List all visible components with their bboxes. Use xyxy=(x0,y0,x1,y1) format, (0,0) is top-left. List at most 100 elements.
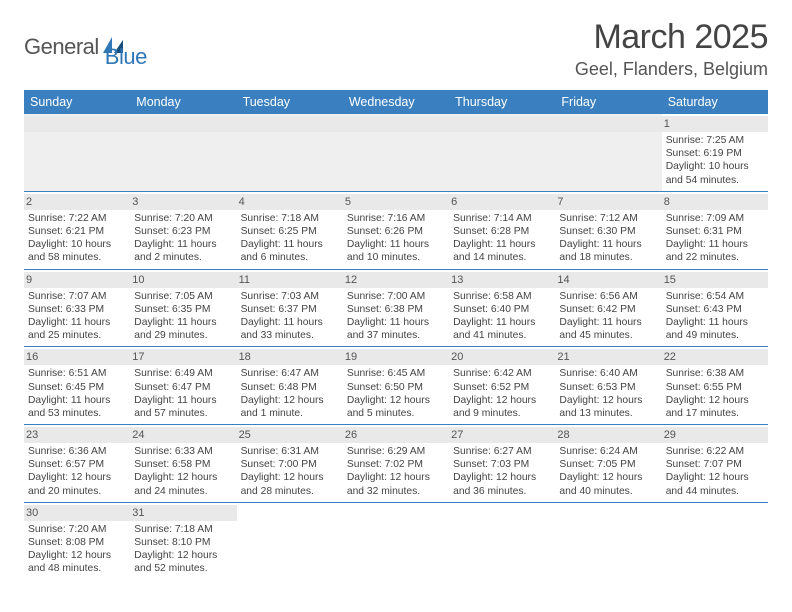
calendar-cell xyxy=(662,502,768,579)
sunset-line: Sunset: 6:26 PM xyxy=(347,225,445,238)
daylight-line: Daylight: 11 hours and 6 minutes. xyxy=(241,238,339,264)
calendar-cell: 18Sunrise: 6:47 AMSunset: 6:48 PMDayligh… xyxy=(237,347,343,425)
day-header-row: SundayMondayTuesdayWednesdayThursdayFrid… xyxy=(24,90,768,114)
calendar-cell: 11Sunrise: 7:03 AMSunset: 6:37 PMDayligh… xyxy=(237,269,343,347)
calendar-cell xyxy=(449,114,555,191)
day-number: 8 xyxy=(662,194,768,210)
calendar-cell xyxy=(449,502,555,579)
sunset-line: Sunset: 6:37 PM xyxy=(241,303,339,316)
calendar-cell xyxy=(237,114,343,191)
calendar-cell: 27Sunrise: 6:27 AMSunset: 7:03 PMDayligh… xyxy=(449,425,555,503)
sunset-line: Sunset: 6:35 PM xyxy=(134,303,232,316)
daylight-line: Daylight: 11 hours and 49 minutes. xyxy=(666,316,764,342)
sunrise-line: Sunrise: 7:20 AM xyxy=(134,212,232,225)
day-number: 7 xyxy=(555,194,661,210)
sunset-line: Sunset: 6:33 PM xyxy=(28,303,126,316)
calendar-row: 30Sunrise: 7:20 AMSunset: 8:08 PMDayligh… xyxy=(24,502,768,579)
day-number: 29 xyxy=(662,427,768,443)
day-number: 11 xyxy=(237,272,343,288)
calendar-cell: 2Sunrise: 7:22 AMSunset: 6:21 PMDaylight… xyxy=(24,191,130,269)
daylight-line: Daylight: 11 hours and 57 minutes. xyxy=(134,394,232,420)
day-number: 31 xyxy=(130,505,236,521)
sunrise-line: Sunrise: 7:00 AM xyxy=(347,290,445,303)
calendar-cell: 5Sunrise: 7:16 AMSunset: 6:26 PMDaylight… xyxy=(343,191,449,269)
day-header: Saturday xyxy=(662,90,768,114)
daylight-line: Daylight: 11 hours and 22 minutes. xyxy=(666,238,764,264)
daylight-line: Daylight: 12 hours and 44 minutes. xyxy=(666,471,764,497)
logo-text-blue: Blue xyxy=(105,44,147,69)
sunrise-line: Sunrise: 6:51 AM xyxy=(28,367,126,380)
sunset-line: Sunset: 6:43 PM xyxy=(666,303,764,316)
daylight-line: Daylight: 12 hours and 20 minutes. xyxy=(28,471,126,497)
calendar-cell: 9Sunrise: 7:07 AMSunset: 6:33 PMDaylight… xyxy=(24,269,130,347)
sunrise-line: Sunrise: 6:36 AM xyxy=(28,445,126,458)
sunset-line: Sunset: 6:23 PM xyxy=(134,225,232,238)
day-header: Sunday xyxy=(24,90,130,114)
daylight-line: Daylight: 12 hours and 13 minutes. xyxy=(559,394,657,420)
daylight-line: Daylight: 11 hours and 2 minutes. xyxy=(134,238,232,264)
daylight-line: Daylight: 11 hours and 10 minutes. xyxy=(347,238,445,264)
calendar-cell: 31Sunrise: 7:18 AMSunset: 8:10 PMDayligh… xyxy=(130,502,236,579)
day-number: 14 xyxy=(555,272,661,288)
day-number: 22 xyxy=(662,349,768,365)
sunrise-line: Sunrise: 7:20 AM xyxy=(28,523,126,536)
logo-text-general: General xyxy=(24,34,99,60)
calendar-row: 9Sunrise: 7:07 AMSunset: 6:33 PMDaylight… xyxy=(24,269,768,347)
sunrise-line: Sunrise: 7:12 AM xyxy=(559,212,657,225)
sunset-line: Sunset: 6:52 PM xyxy=(453,381,551,394)
day-number: 27 xyxy=(449,427,555,443)
sunrise-line: Sunrise: 6:38 AM xyxy=(666,367,764,380)
daylight-line: Daylight: 12 hours and 36 minutes. xyxy=(453,471,551,497)
sunset-line: Sunset: 6:42 PM xyxy=(559,303,657,316)
calendar-cell: 26Sunrise: 6:29 AMSunset: 7:02 PMDayligh… xyxy=(343,425,449,503)
calendar-cell: 13Sunrise: 6:58 AMSunset: 6:40 PMDayligh… xyxy=(449,269,555,347)
daylight-line: Daylight: 12 hours and 28 minutes. xyxy=(241,471,339,497)
calendar-cell: 8Sunrise: 7:09 AMSunset: 6:31 PMDaylight… xyxy=(662,191,768,269)
daylight-line: Daylight: 10 hours and 54 minutes. xyxy=(666,160,764,186)
calendar-cell: 22Sunrise: 6:38 AMSunset: 6:55 PMDayligh… xyxy=(662,347,768,425)
location: Geel, Flanders, Belgium xyxy=(575,59,768,80)
sunset-line: Sunset: 6:58 PM xyxy=(134,458,232,471)
calendar-cell xyxy=(555,114,661,191)
daylight-line: Daylight: 11 hours and 14 minutes. xyxy=(453,238,551,264)
calendar-cell: 29Sunrise: 6:22 AMSunset: 7:07 PMDayligh… xyxy=(662,425,768,503)
day-number: 25 xyxy=(237,427,343,443)
day-number: 6 xyxy=(449,194,555,210)
sunrise-line: Sunrise: 6:33 AM xyxy=(134,445,232,458)
sunset-line: Sunset: 6:28 PM xyxy=(453,225,551,238)
day-number: 9 xyxy=(24,272,130,288)
calendar-cell: 14Sunrise: 6:56 AMSunset: 6:42 PMDayligh… xyxy=(555,269,661,347)
daylight-line: Daylight: 11 hours and 45 minutes. xyxy=(559,316,657,342)
sunrise-line: Sunrise: 6:42 AM xyxy=(453,367,551,380)
daylight-line: Daylight: 11 hours and 29 minutes. xyxy=(134,316,232,342)
sunrise-line: Sunrise: 6:47 AM xyxy=(241,367,339,380)
daylight-line: Daylight: 11 hours and 33 minutes. xyxy=(241,316,339,342)
sunrise-line: Sunrise: 6:45 AM xyxy=(347,367,445,380)
day-number: 1 xyxy=(662,116,768,132)
calendar-cell: 10Sunrise: 7:05 AMSunset: 6:35 PMDayligh… xyxy=(130,269,236,347)
day-number: 20 xyxy=(449,349,555,365)
day-number: 12 xyxy=(343,272,449,288)
calendar-row: 23Sunrise: 6:36 AMSunset: 6:57 PMDayligh… xyxy=(24,425,768,503)
calendar-cell xyxy=(237,502,343,579)
day-number: 30 xyxy=(24,505,130,521)
daylight-line: Daylight: 11 hours and 25 minutes. xyxy=(28,316,126,342)
sunrise-line: Sunrise: 7:14 AM xyxy=(453,212,551,225)
calendar-cell xyxy=(24,114,130,191)
day-header: Friday xyxy=(555,90,661,114)
sunset-line: Sunset: 6:47 PM xyxy=(134,381,232,394)
sunset-line: Sunset: 7:03 PM xyxy=(453,458,551,471)
calendar-cell: 16Sunrise: 6:51 AMSunset: 6:45 PMDayligh… xyxy=(24,347,130,425)
sunset-line: Sunset: 6:40 PM xyxy=(453,303,551,316)
calendar-cell xyxy=(343,114,449,191)
sunrise-line: Sunrise: 7:16 AM xyxy=(347,212,445,225)
calendar-cell: 24Sunrise: 6:33 AMSunset: 6:58 PMDayligh… xyxy=(130,425,236,503)
daylight-line: Daylight: 12 hours and 24 minutes. xyxy=(134,471,232,497)
sunset-line: Sunset: 6:50 PM xyxy=(347,381,445,394)
daylight-line: Daylight: 11 hours and 37 minutes. xyxy=(347,316,445,342)
sunrise-line: Sunrise: 6:54 AM xyxy=(666,290,764,303)
calendar-cell: 23Sunrise: 6:36 AMSunset: 6:57 PMDayligh… xyxy=(24,425,130,503)
calendar-cell xyxy=(343,502,449,579)
day-number: 19 xyxy=(343,349,449,365)
month-title: March 2025 xyxy=(575,18,768,57)
